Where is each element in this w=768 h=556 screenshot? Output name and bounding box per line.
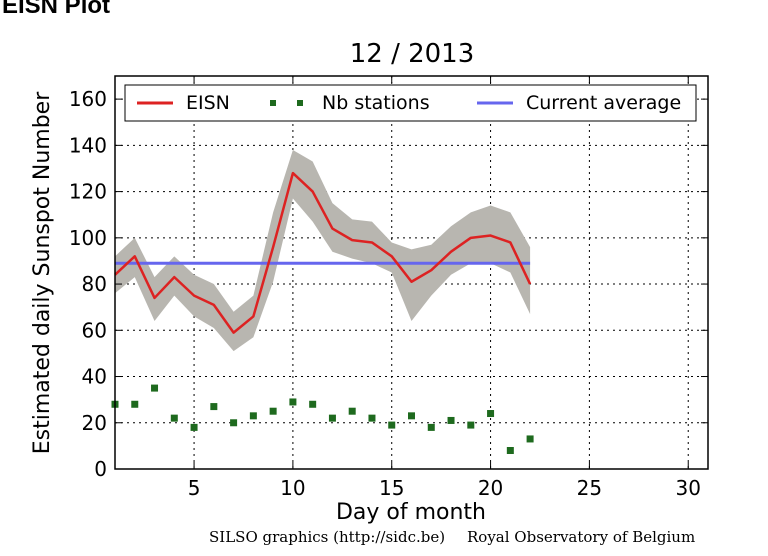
station-count-point [368,414,376,422]
station-count-point [309,400,317,408]
y-tick-label: 120 [69,180,107,204]
eisn-uncertainty-band [115,149,531,352]
station-count-point [506,447,514,455]
station-count-point [190,423,198,431]
x-tick-label: 30 [676,476,701,500]
credit-institution: Royal Observatory of Belgium [467,528,695,546]
station-count-point [170,414,178,422]
page-heading: EISN Plot [2,0,111,19]
y-tick-label: 20 [82,411,107,435]
y-tick-label: 60 [82,318,107,342]
legend-stations-marker-1 [270,100,276,106]
y-tick-label: 140 [69,133,107,157]
legend-box [124,84,697,122]
legend-eisn-label: EISN [186,92,230,114]
eisn-line [114,171,532,334]
station-count-point [210,403,218,411]
station-count-point [487,410,495,418]
y-tick-label: 160 [69,87,107,111]
station-count-point [447,416,455,424]
credit-source: SILSO graphics (http://sidc.be) [209,528,445,546]
station-count-point [289,398,297,406]
x-tick-label: 25 [577,476,602,500]
chart-title: 12 / 2013 [350,39,475,69]
y-tick-label: 40 [82,365,107,389]
x-axis-title: Day of month [336,500,486,525]
x-tick-label: 15 [379,476,404,500]
station-count-point [408,412,415,420]
legend-average-label: Current average [526,92,681,114]
station-count-point [249,412,257,420]
y-tick-label: 0 [94,457,107,481]
station-count-point [467,421,475,429]
y-axis-title: Estimated daily Sunspot Number [30,91,55,455]
station-count-point [388,421,396,429]
legend-stations-marker-2 [297,100,303,106]
station-count-point [526,435,534,443]
legend-stations-label: Nb stations [322,92,430,114]
x-tick-label: 10 [280,476,305,500]
station-count-point [151,384,159,392]
y-tick-label: 100 [69,226,107,250]
station-count-point [269,407,277,415]
station-count-point [230,419,238,427]
legend: EISN Nb stations Current average [124,84,697,122]
station-count-point [328,414,336,422]
plot-frame [114,75,709,470]
station-count-point [131,400,139,408]
station-count-point [348,407,356,415]
x-tick-label: 5 [188,476,201,500]
y-tick-label: 80 [82,272,107,296]
x-tick-label: 20 [478,476,503,500]
station-count-point [427,423,435,431]
